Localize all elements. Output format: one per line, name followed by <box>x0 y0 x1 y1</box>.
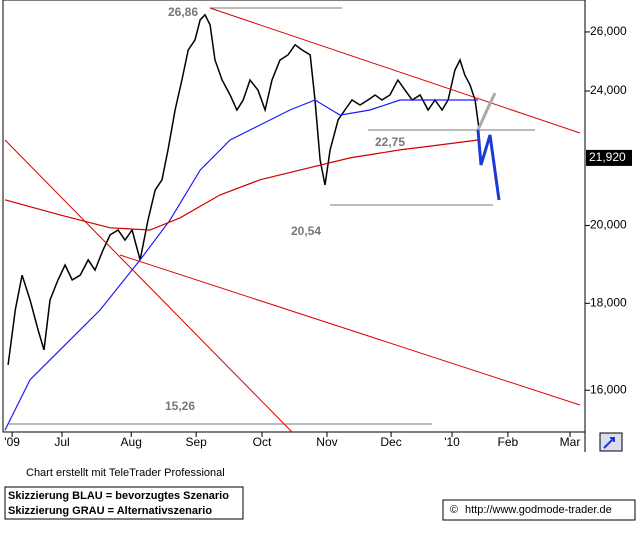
x-tick-label: Aug <box>121 435 142 449</box>
credit: Chart erstellt mit TeleTrader Profession… <box>26 467 225 479</box>
tool-icon-arrow <box>603 437 615 449</box>
plot-area <box>2 0 586 433</box>
series-line <box>4 99 478 431</box>
x-tick-label: '09 <box>4 435 20 449</box>
legend-text: Skizzierung BLAU = bevorzugtes Szenario <box>8 490 229 502</box>
series-line <box>4 139 479 231</box>
copyright-sign: © <box>450 504 458 516</box>
series-line <box>7 13 480 365</box>
x-tick-label: Sep <box>186 435 208 449</box>
last-price-box <box>586 149 632 166</box>
x-tick-label: Nov <box>316 435 337 449</box>
x-tick-label: Oct <box>253 435 272 449</box>
x-tick-label: Jul <box>54 435 69 449</box>
y-tick-label: 18,000 <box>590 295 627 309</box>
x-tick-label: Mar <box>560 435 581 449</box>
annotation: 22,75 <box>375 135 405 149</box>
x-tick-label: Feb <box>498 435 519 449</box>
last-price-label: 21,920 <box>589 150 626 164</box>
legend-text: Skizzierung GRAU = Alternativszenario <box>8 505 212 517</box>
trend-lines <box>4 7 581 433</box>
annotation: 26,86 <box>168 5 198 19</box>
source-box <box>442 499 636 521</box>
blue-scenario <box>476 129 501 201</box>
y-tick-label: 16,000 <box>590 382 627 396</box>
level-lines <box>8 7 535 425</box>
annotation: 20,54 <box>291 224 321 238</box>
y-tick-label: 24,000 <box>590 83 627 97</box>
legend-box <box>4 486 244 520</box>
source: http://www.godmode-trader.de <box>465 504 612 516</box>
x-tick-label: Dec <box>380 435 401 449</box>
annotation: 15,26 <box>165 399 195 413</box>
x-tick-label: '10 <box>444 435 460 449</box>
y-tick-label: 20,000 <box>590 218 627 232</box>
y-tick-label: 26,000 <box>590 24 627 38</box>
gray-scenario <box>476 92 497 131</box>
